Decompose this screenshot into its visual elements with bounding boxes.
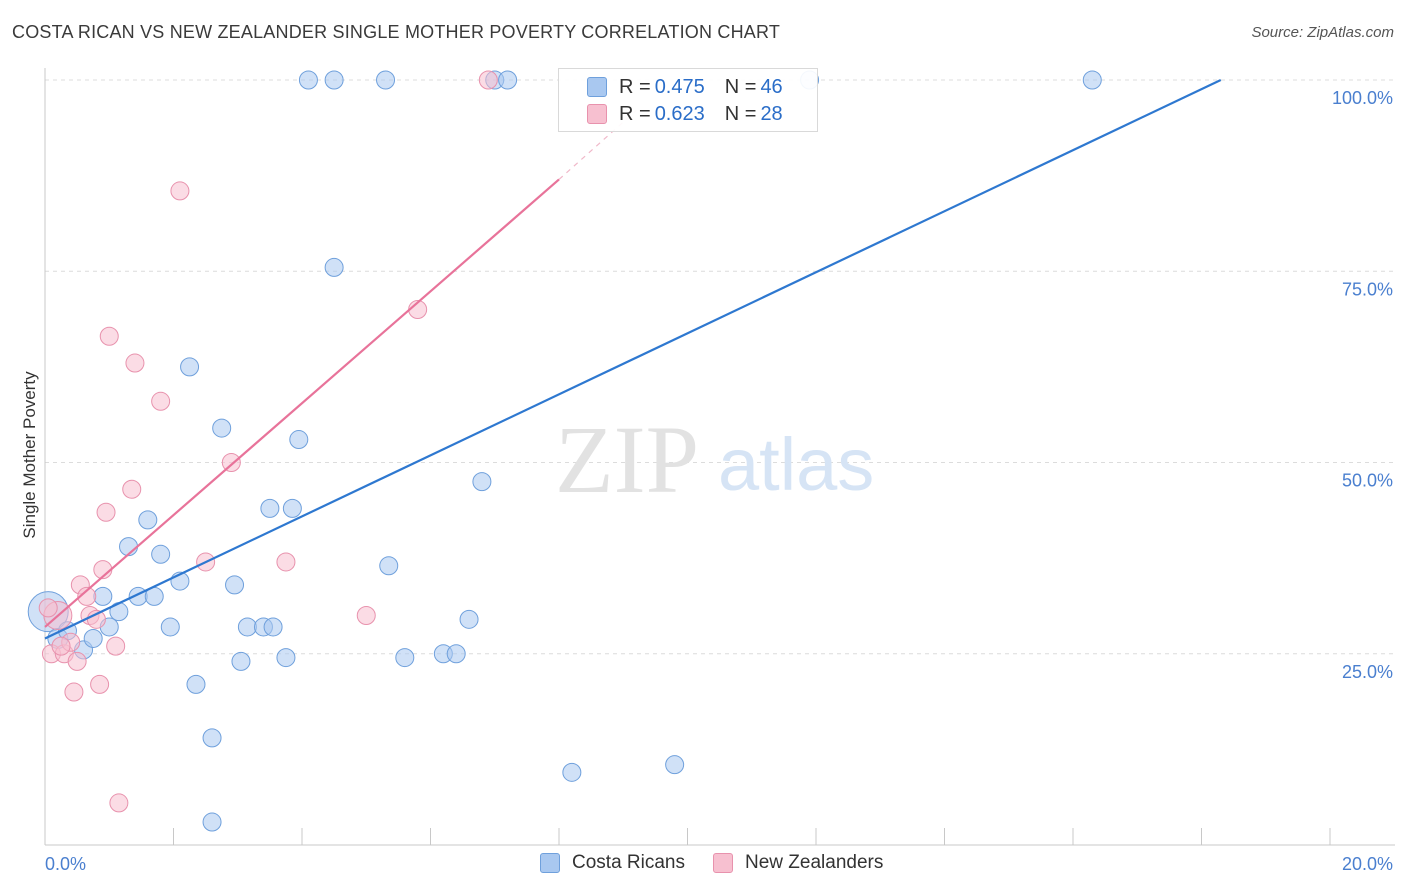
point-new-zealander xyxy=(99,326,119,346)
legend-row-costa-ricans: R = 0.475 N = 46 xyxy=(587,75,783,99)
legend-n-value: 28 xyxy=(760,102,783,125)
point-new-zealander xyxy=(51,636,71,656)
point-new-zealander xyxy=(77,586,97,606)
legend-r-value: 0.475 xyxy=(654,75,705,98)
point-new-zealander xyxy=(67,651,87,671)
point-costa-rican xyxy=(289,430,309,450)
point-costa-rican xyxy=(562,762,582,782)
series-label: Costa Ricans xyxy=(572,852,685,873)
point-new-zealander xyxy=(151,391,171,411)
series-label: New Zealanders xyxy=(745,852,884,873)
point-new-zealander xyxy=(122,479,142,499)
series-swatch-costa-ricans xyxy=(540,853,560,873)
x-tick-label: 20.0% xyxy=(1342,854,1393,874)
series-legend: Costa Ricans New Zealanders xyxy=(540,852,911,874)
chart-title: COSTA RICAN VS NEW ZEALANDER SINGLE MOTH… xyxy=(12,22,781,42)
point-costa-rican xyxy=(260,498,280,518)
point-costa-rican xyxy=(160,617,180,637)
trend-line-new-zealanders xyxy=(44,178,560,628)
trend-line-extension xyxy=(558,110,637,180)
x-tick-label: 0.0% xyxy=(45,854,86,874)
point-costa-rican xyxy=(1082,70,1102,90)
legend-r-label: R = xyxy=(619,102,651,125)
y-tick-label: 100.0% xyxy=(1332,88,1393,108)
watermark-atlas: atlas xyxy=(718,423,874,506)
point-new-zealander xyxy=(64,682,84,702)
watermark-zip: ZIP xyxy=(555,406,699,513)
data-points xyxy=(27,70,1102,832)
point-costa-rican xyxy=(324,70,344,90)
point-costa-rican xyxy=(83,628,103,648)
legend-n-value: 46 xyxy=(760,75,783,98)
point-new-zealander xyxy=(125,353,145,373)
legend-swatch-new-zealanders xyxy=(587,104,607,124)
point-costa-rican xyxy=(324,257,344,277)
point-costa-rican xyxy=(298,70,318,90)
axes xyxy=(44,68,1395,846)
point-costa-rican xyxy=(202,728,222,748)
trend-lines xyxy=(44,79,1222,640)
grid-lines xyxy=(45,79,1395,655)
series-legend-costa-ricans[interactable]: Costa Ricans xyxy=(540,852,685,874)
point-new-zealander xyxy=(38,598,58,618)
legend-row-new-zealanders: R = 0.623 N = 28 xyxy=(587,102,783,126)
point-new-zealander xyxy=(170,181,190,201)
y-tick-label: 25.0% xyxy=(1342,662,1393,682)
point-costa-rican xyxy=(276,648,296,668)
point-costa-rican xyxy=(138,510,158,530)
legend-n-label: N = xyxy=(724,75,757,98)
point-new-zealander xyxy=(478,70,498,90)
point-costa-rican xyxy=(151,544,171,564)
legend-r-value: 0.623 xyxy=(654,102,705,125)
point-new-zealander xyxy=(90,674,110,694)
point-costa-rican xyxy=(379,556,399,576)
point-costa-rican xyxy=(282,498,302,518)
source-label: Source: ZipAtlas.com xyxy=(1251,24,1394,41)
legend-swatch-costa-ricans xyxy=(587,77,607,97)
point-costa-rican xyxy=(665,755,685,775)
point-costa-rican xyxy=(237,617,257,637)
point-new-zealander xyxy=(356,606,376,625)
point-costa-rican xyxy=(231,651,251,671)
point-new-zealander xyxy=(221,453,241,472)
point-costa-rican xyxy=(180,357,200,377)
point-costa-rican xyxy=(186,674,206,694)
trend-line-costa-ricans xyxy=(44,79,1222,640)
point-new-zealander xyxy=(106,636,126,656)
y-tick-label: 50.0% xyxy=(1342,471,1393,491)
watermark: ZIP atlas xyxy=(555,406,874,513)
point-costa-rican xyxy=(93,586,113,606)
correlation-legend: R = 0.475 N = 46 R = 0.623 N = 28 xyxy=(558,68,818,132)
y-axis-title: Single Mother Poverty xyxy=(20,371,39,539)
point-costa-rican xyxy=(202,812,222,832)
point-costa-rican xyxy=(225,575,245,595)
point-costa-rican xyxy=(498,70,518,90)
legend-r-label: R = xyxy=(619,75,651,98)
point-costa-rican xyxy=(459,609,479,629)
y-tick-label: 75.0% xyxy=(1342,279,1393,299)
point-new-zealander xyxy=(96,502,116,522)
point-new-zealander xyxy=(109,793,129,813)
point-new-zealander xyxy=(276,552,296,572)
series-swatch-new-zealanders xyxy=(713,853,733,873)
tick-labels: 25.0% 50.0% 75.0% 100.0% 0.0% 20.0% xyxy=(45,88,1393,874)
point-costa-rican xyxy=(472,472,492,492)
point-costa-rican xyxy=(263,617,283,637)
legend-n-label: N = xyxy=(724,102,757,125)
series-legend-new-zealanders[interactable]: New Zealanders xyxy=(713,852,883,874)
point-costa-rican xyxy=(212,418,232,438)
point-costa-rican xyxy=(376,70,396,90)
point-costa-rican xyxy=(395,648,415,668)
point-costa-rican xyxy=(446,644,466,664)
